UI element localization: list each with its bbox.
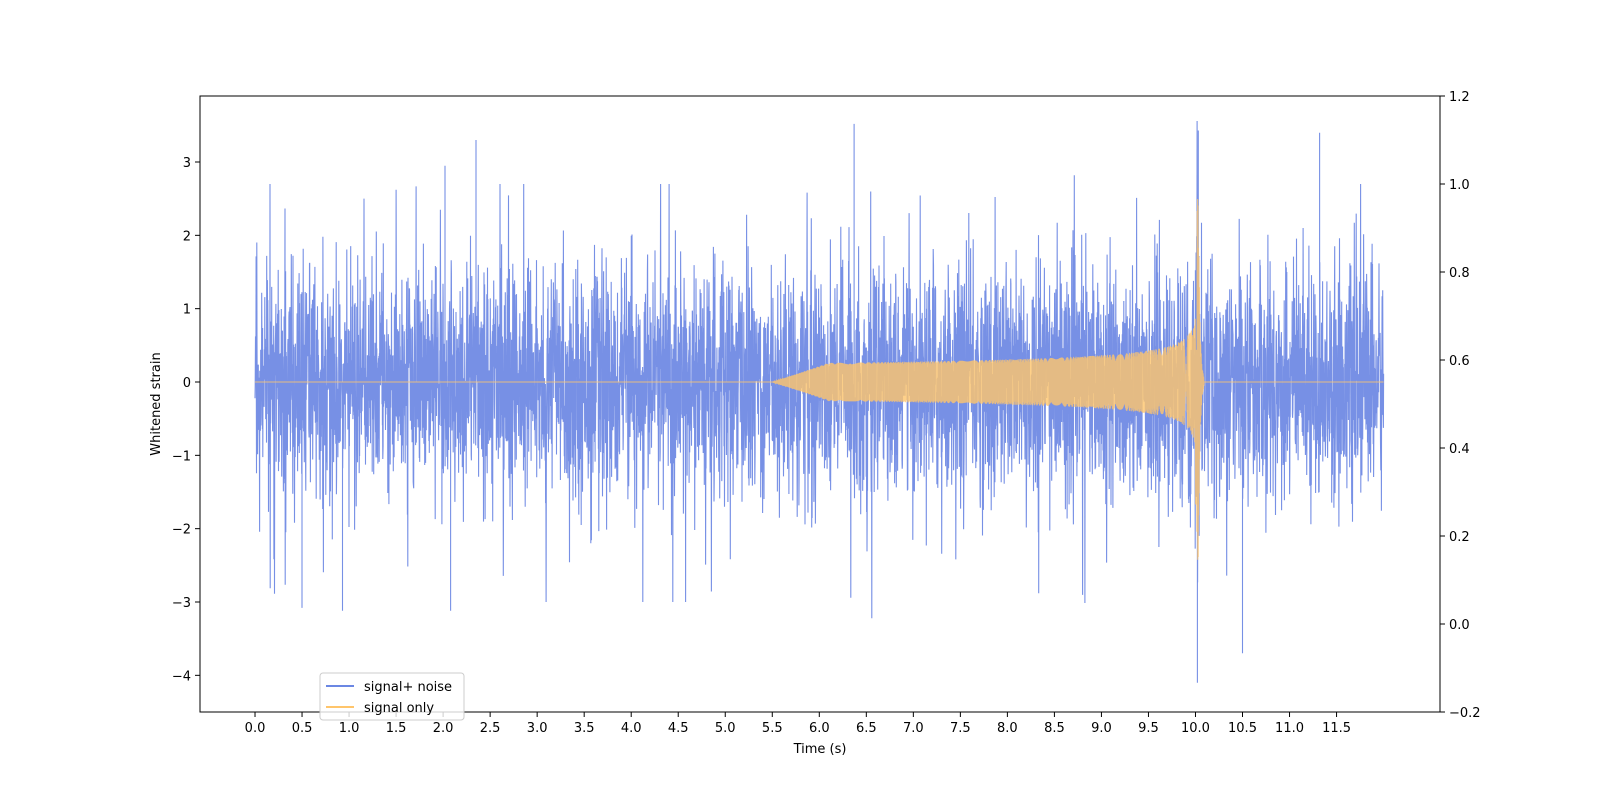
legend-label-signal-noise: signal+ noise <box>364 680 452 695</box>
x-tick-label: 3.5 <box>574 721 595 736</box>
x-tick-label: 2.5 <box>480 721 501 736</box>
y-tick-label: 1 <box>183 303 191 318</box>
x-tick-label: 9.5 <box>1138 721 1159 736</box>
x-axis: 0.0 0.5 1.0 1.5 2.0 2.5 3.0 3.5 4.0 4.5 5.0 5.5 6.0 6… <box>245 712 1351 736</box>
series-signal-only <box>255 199 1384 560</box>
x-tick-label: 9.0 <box>1091 721 1112 736</box>
x-tick-label: 1.0 <box>339 721 360 736</box>
x-tick-label: 11.0 <box>1275 721 1304 736</box>
y2-tick-label: 0.2 <box>1449 530 1470 545</box>
y2-tick-label: 0.0 <box>1449 618 1470 633</box>
y2-tick-label: 0.4 <box>1449 442 1470 457</box>
y2-tick-label: 1.0 <box>1449 178 1470 193</box>
x-tick-label: 11.5 <box>1322 721 1351 736</box>
x-tick-label: 0.0 <box>245 721 266 736</box>
x-tick-label: 4.5 <box>668 721 689 736</box>
x-tick-label: 5.0 <box>715 721 736 736</box>
y2-tick-label: 0.6 <box>1449 354 1470 369</box>
x-tick-label: 3.0 <box>527 721 548 736</box>
x-tick-label: 2.0 <box>433 721 454 736</box>
y2-axis: 1.2 1.0 0.8 0.6 0.4 0.2 0.0 −0.2 <box>1440 90 1481 721</box>
y-axis-label: Whitened strain <box>149 352 164 455</box>
y-tick-label: −2 <box>172 523 191 538</box>
y-tick-label: −4 <box>172 669 191 684</box>
x-tick-label: 0.5 <box>292 721 313 736</box>
y2-tick-label: −0.2 <box>1449 706 1481 721</box>
x-tick-label: 10.5 <box>1228 721 1257 736</box>
plot-series <box>254 120 1385 683</box>
x-tick-label: 5.5 <box>762 721 783 736</box>
x-axis-label: Time (s) <box>793 742 847 757</box>
y-tick-label: 2 <box>183 229 191 244</box>
x-tick-label: 4.0 <box>621 721 642 736</box>
x-tick-label: 10.0 <box>1181 721 1210 736</box>
y-tick-label: 3 <box>183 156 191 171</box>
x-tick-label: 7.5 <box>950 721 971 736</box>
legend-label-signal-only: signal only <box>364 701 434 716</box>
y2-tick-label: 1.2 <box>1449 90 1470 105</box>
plot-frame <box>199 95 1441 713</box>
x-tick-label: 7.0 <box>903 721 924 736</box>
x-tick-label: 8.0 <box>997 721 1018 736</box>
legend: signal+ noise signal only <box>319 672 465 721</box>
x-tick-label: 8.5 <box>1044 721 1065 736</box>
x-tick-label: 6.5 <box>856 721 877 736</box>
y2-tick-label: 0.8 <box>1449 266 1470 281</box>
legend-box <box>319 672 465 721</box>
y-tick-label: 0 <box>183 376 191 391</box>
y-tick-label: −1 <box>172 449 191 464</box>
y-axis: 3 2 1 0 −1 −2 −3 −4 <box>172 156 200 684</box>
y-tick-label: −3 <box>172 596 191 611</box>
x-tick-label: 6.0 <box>809 721 830 736</box>
x-tick-label: 1.5 <box>386 721 407 736</box>
